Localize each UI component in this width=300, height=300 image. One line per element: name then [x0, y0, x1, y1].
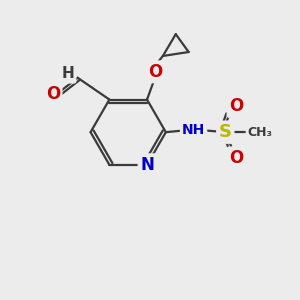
- Text: S: S: [219, 123, 232, 141]
- Text: N: N: [140, 156, 154, 174]
- Text: H: H: [61, 66, 74, 81]
- Text: O: O: [148, 63, 162, 81]
- Text: O: O: [46, 85, 60, 103]
- Text: CH₃: CH₃: [248, 126, 272, 139]
- Text: O: O: [229, 149, 243, 167]
- Text: NH: NH: [182, 123, 205, 137]
- Text: O: O: [229, 98, 243, 116]
